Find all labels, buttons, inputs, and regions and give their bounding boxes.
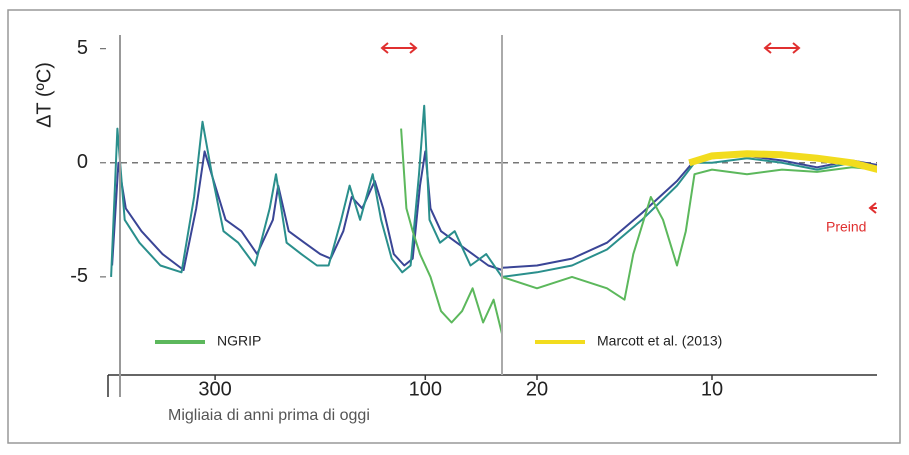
- y-tick-label: 5: [77, 37, 88, 59]
- legend-label: Marcott et al. (2013): [597, 333, 722, 349]
- y-axis-label: ΔT (ºC): [33, 62, 55, 128]
- series-line: [400, 128, 503, 335]
- legend-label: NGRIP: [217, 333, 261, 349]
- x-tick-label: 20: [526, 378, 548, 400]
- period-arrow: [380, 42, 877, 214]
- y-tick-label: -5: [70, 265, 88, 287]
- x-axis-label: Migliaia di anni prima di oggi: [168, 407, 370, 424]
- annotation: Preind: [826, 219, 866, 235]
- frame: [7, 9, 901, 444]
- x-tick-label: 300: [198, 378, 231, 400]
- panel: [110, 104, 503, 335]
- panel: Preind: [502, 150, 877, 301]
- series-line: [110, 104, 503, 278]
- x-tick-label: 10: [701, 378, 723, 400]
- x-tick-label: 100: [409, 378, 442, 400]
- series-line: [688, 150, 877, 173]
- series-line: [502, 166, 877, 301]
- y-tick-label: 0: [77, 151, 88, 173]
